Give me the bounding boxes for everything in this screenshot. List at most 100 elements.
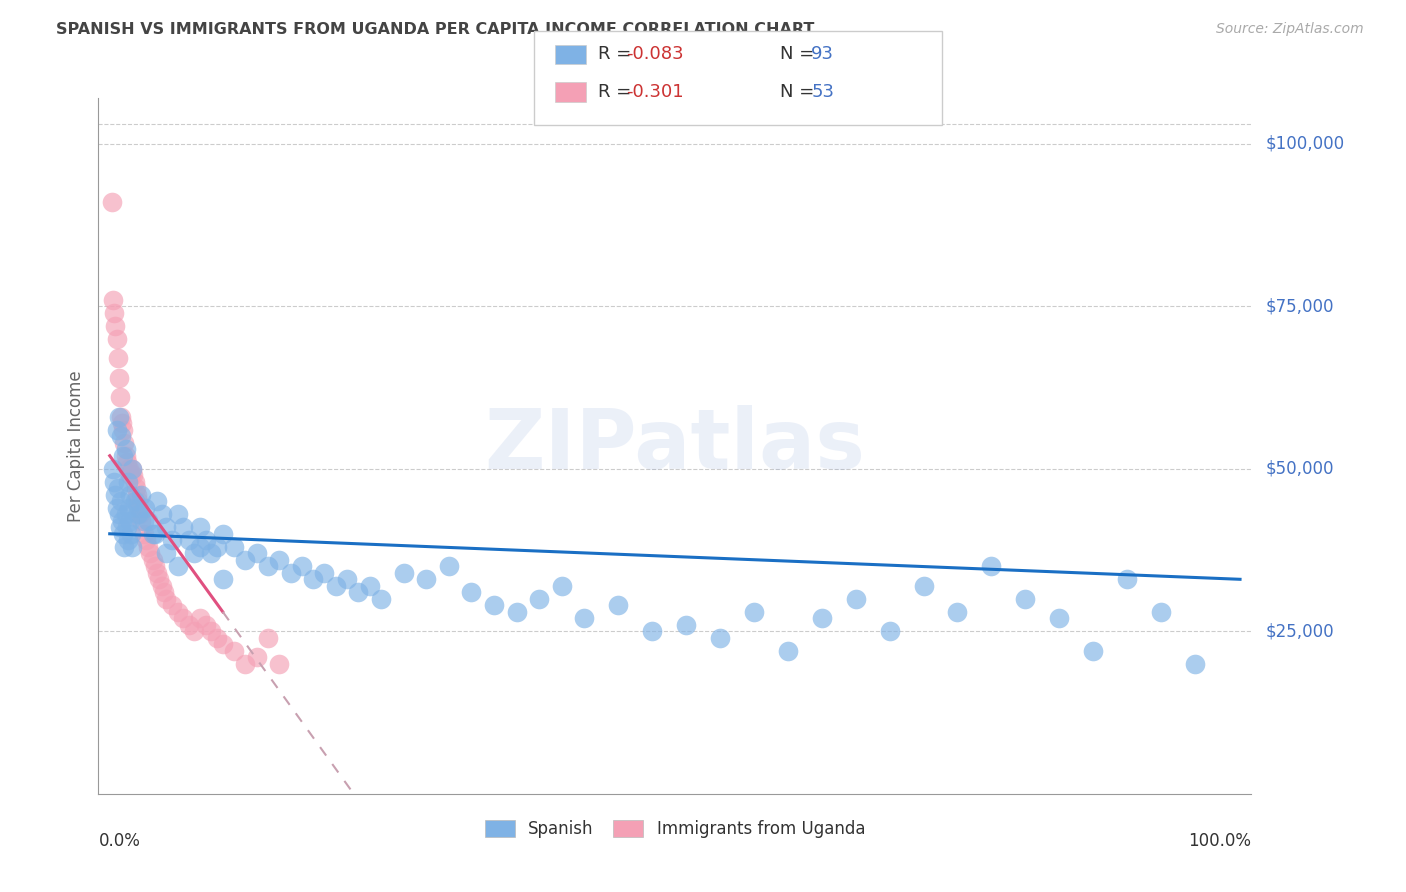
Point: [107, 481, 129, 495]
Point: [132, 526, 155, 541]
Point: [269, 657, 291, 671]
Text: $25,000: $25,000: [1265, 623, 1334, 640]
Point: [114, 508, 136, 522]
Point: [1150, 605, 1173, 619]
Point: [912, 579, 935, 593]
Point: [257, 631, 280, 645]
Point: [112, 423, 135, 437]
Point: [1184, 657, 1206, 671]
Point: [146, 566, 169, 580]
Y-axis label: Per Capita Income: Per Capita Income: [66, 370, 84, 522]
Point: [188, 520, 211, 534]
Point: [336, 572, 359, 586]
Point: [148, 572, 170, 586]
Point: [211, 526, 233, 541]
Point: [879, 624, 901, 639]
Point: [107, 508, 129, 522]
Point: [235, 553, 257, 567]
Point: [529, 591, 551, 606]
Point: [105, 332, 128, 346]
Point: [132, 514, 155, 528]
Point: [302, 572, 325, 586]
Point: [257, 559, 280, 574]
Point: [103, 306, 125, 320]
Text: 100.0%: 100.0%: [1188, 832, 1251, 850]
Point: [124, 475, 146, 489]
Point: [183, 546, 205, 560]
Point: [742, 605, 765, 619]
Point: [211, 572, 233, 586]
Point: [166, 508, 188, 522]
Text: SPANISH VS IMMIGRANTS FROM UGANDA PER CAPITA INCOME CORRELATION CHART: SPANISH VS IMMIGRANTS FROM UGANDA PER CA…: [56, 22, 814, 37]
Point: [246, 650, 269, 665]
Text: 0.0%: 0.0%: [98, 832, 141, 850]
Point: [1047, 611, 1070, 625]
Legend: Spanish, Immigrants from Uganda: Spanish, Immigrants from Uganda: [478, 814, 872, 845]
Text: N =: N =: [780, 45, 820, 63]
Point: [172, 520, 194, 534]
Point: [188, 540, 211, 554]
Point: [177, 533, 200, 548]
Point: [155, 591, 177, 606]
Point: [120, 468, 142, 483]
Point: [776, 644, 799, 658]
Point: [112, 540, 135, 554]
Text: Source: ZipAtlas.com: Source: ZipAtlas.com: [1216, 22, 1364, 37]
Point: [980, 559, 1002, 574]
Text: $75,000: $75,000: [1265, 297, 1334, 315]
Point: [347, 585, 370, 599]
Text: ZIPatlas: ZIPatlas: [485, 406, 865, 486]
Point: [359, 579, 381, 593]
Point: [415, 572, 437, 586]
Point: [211, 637, 233, 651]
Point: [166, 559, 188, 574]
Point: [150, 579, 173, 593]
Point: [142, 526, 165, 541]
Point: [101, 293, 124, 307]
Point: [127, 500, 149, 515]
Point: [246, 546, 269, 560]
Point: [200, 546, 222, 560]
Point: [121, 462, 143, 476]
Point: [460, 585, 482, 599]
Point: [280, 566, 302, 580]
Point: [117, 475, 139, 489]
Point: [107, 351, 129, 366]
Point: [172, 611, 194, 625]
Point: [115, 455, 138, 469]
Point: [235, 657, 257, 671]
Point: [131, 488, 153, 502]
Point: [122, 468, 145, 483]
Point: [104, 488, 127, 502]
Point: [205, 540, 228, 554]
Point: [131, 514, 153, 528]
Point: [134, 500, 156, 515]
Point: [124, 494, 146, 508]
Point: [121, 462, 143, 476]
Point: [222, 540, 245, 554]
Point: [811, 611, 834, 625]
Point: [135, 533, 157, 548]
Point: [117, 533, 139, 548]
Point: [111, 416, 134, 430]
Point: [112, 435, 135, 450]
Point: [1081, 644, 1104, 658]
Point: [111, 514, 134, 528]
Point: [183, 624, 205, 639]
Point: [291, 559, 314, 574]
Point: [370, 591, 392, 606]
Point: [153, 585, 176, 599]
Point: [1116, 572, 1139, 586]
Text: N =: N =: [780, 83, 820, 101]
Point: [1014, 591, 1036, 606]
Point: [110, 409, 132, 424]
Point: [143, 526, 166, 541]
Point: [118, 500, 141, 515]
Point: [160, 599, 183, 613]
Point: [125, 481, 148, 495]
Point: [139, 546, 162, 560]
Text: -0.301: -0.301: [626, 83, 683, 101]
Point: [675, 617, 697, 632]
Point: [194, 617, 217, 632]
Point: [128, 500, 150, 515]
